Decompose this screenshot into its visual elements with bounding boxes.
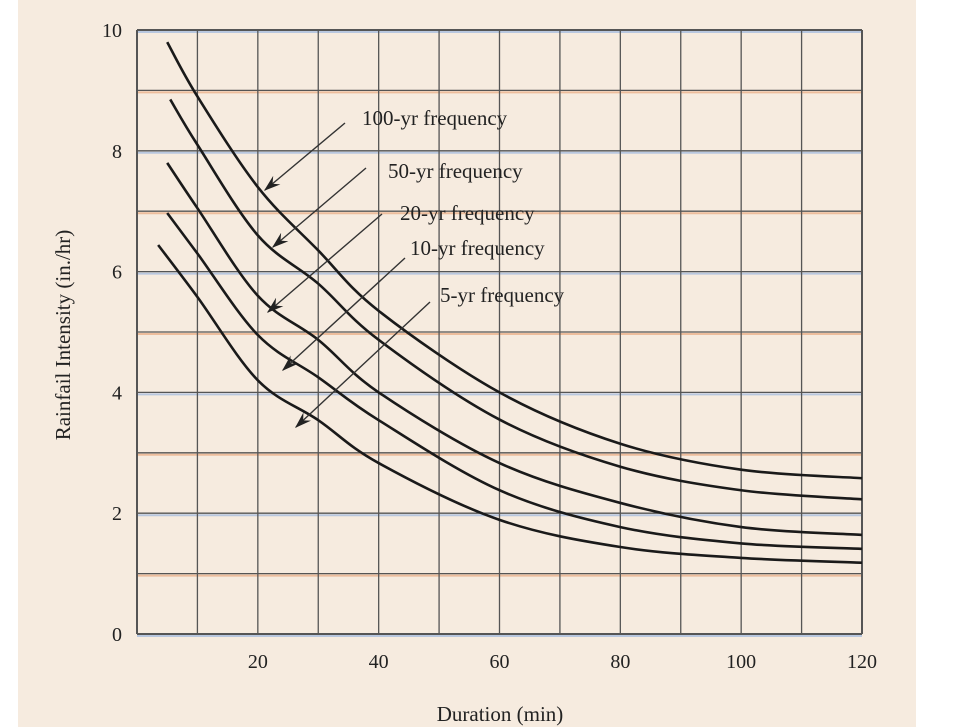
curve-50-yr [169,98,863,501]
series-label: 20-yr frequency [400,201,535,225]
y-tick-label: 8 [112,141,122,163]
x-tick-label: 20 [248,651,268,673]
curve-10-yr [166,212,863,551]
series-label: 10-yr frequency [410,236,545,260]
x-tick-label: 40 [369,651,389,673]
y-axis-label: Rainfail Intensity (in./hr) [51,230,75,441]
annotation-arrow [266,213,383,313]
x-tick-label: 60 [490,651,510,673]
x-tick-label: 100 [726,651,756,673]
annotation-arrow [281,257,406,371]
y-tick-label: 4 [112,382,122,404]
y-tick-label: 2 [112,503,122,525]
curve-100-yr [166,41,863,480]
y-tick-label: 0 [112,624,122,646]
y-tick-label: 6 [112,262,122,284]
annotation-arrow [294,301,431,428]
curves [157,41,863,565]
series-label: 5-yr frequency [440,283,565,307]
y-tick-label: 10 [102,20,122,42]
annotation-arrow [263,122,346,191]
chart-paper [18,0,916,727]
curve-20-yr [166,162,863,537]
x-tick-label: 120 [847,651,877,673]
tick-labels: 20 40 60 80 100 120 0 2 4 6 8 10 [102,20,877,673]
x-axis-label: Duration (min) [437,702,564,726]
annotations: 100-yr frequency 50-yr frequency 20-yr fre… [263,106,565,428]
curve-5-yr [157,244,863,565]
x-tick-label: 80 [610,651,630,673]
annotation-arrow [271,167,367,248]
series-label: 50-yr frequency [388,159,523,183]
series-label: 100-yr frequency [362,106,508,130]
